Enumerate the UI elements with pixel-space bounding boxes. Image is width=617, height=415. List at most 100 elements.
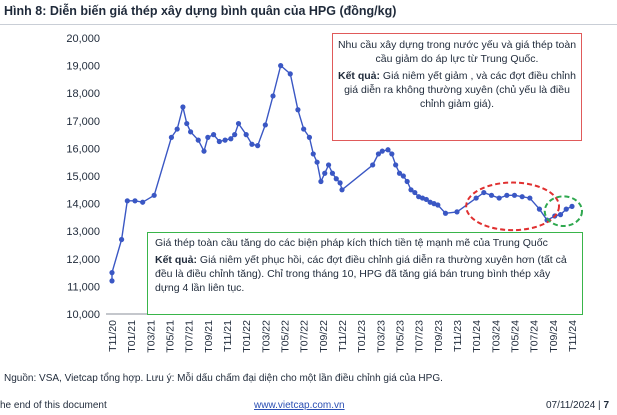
data-point — [536, 206, 543, 212]
red-highlight-ellipse — [465, 181, 560, 232]
annotation-green-result-label: Kết quả: — [155, 254, 197, 266]
chart-title: Hình 8: Diễn biến giá thép xây dựng bình… — [4, 4, 397, 18]
data-point — [496, 195, 502, 201]
data-point — [370, 162, 376, 168]
data-point — [322, 170, 328, 176]
data-point — [306, 134, 313, 140]
annotation-red-result-text: Giá niêm yết giảm , và các đợt điều chỉn… — [344, 70, 576, 110]
data-point — [569, 203, 575, 209]
x-tick-label: T09/21 — [203, 320, 215, 353]
annotation-green-result-text: Giá niêm yết phục hồi, các đợt điều chỉn… — [155, 254, 567, 294]
y-tick-label: 18,000 — [66, 88, 100, 100]
data-point — [174, 126, 180, 132]
data-point — [396, 170, 403, 176]
data-point — [262, 122, 268, 128]
data-point — [205, 134, 211, 140]
data-point — [232, 132, 238, 138]
x-tick-label: T11/24 — [567, 320, 579, 352]
data-point — [333, 176, 339, 182]
x-tick-label: T07/23 — [414, 320, 426, 353]
data-point — [393, 162, 399, 168]
data-point — [557, 212, 564, 218]
data-point — [385, 147, 391, 153]
data-point — [187, 129, 194, 135]
y-tick-label: 12,000 — [66, 254, 100, 266]
data-point — [481, 189, 487, 196]
x-tick-label: T07/24 — [529, 320, 541, 353]
data-point — [511, 192, 518, 198]
data-point — [375, 151, 382, 157]
data-point — [124, 198, 130, 204]
footer-website-link[interactable]: www.vietcap.com.vn — [254, 400, 345, 411]
data-point — [473, 195, 479, 201]
data-point — [519, 194, 525, 200]
data-point — [301, 126, 307, 132]
data-point — [504, 192, 510, 198]
y-tick-label: 14,000 — [66, 199, 100, 211]
annotation-box-green: Giá thép toàn cầu tăng do các biện pháp … — [147, 232, 583, 315]
annotation-green-result: Kết quả: Giá niêm yết phục hồi, các đợt … — [155, 253, 575, 295]
data-point — [195, 137, 201, 143]
data-point — [228, 136, 234, 142]
x-tick-label: T11/20 — [107, 320, 119, 352]
data-point — [412, 189, 418, 196]
x-tick-label: T07/22 — [299, 320, 311, 353]
data-point — [168, 134, 175, 140]
data-point — [527, 195, 533, 201]
data-point — [442, 210, 449, 216]
data-point — [339, 187, 345, 193]
annotation-red-result: Kết quả: Giá niêm yết giảm , và các đợt … — [337, 69, 577, 111]
data-point — [249, 141, 255, 147]
data-point — [435, 202, 441, 208]
data-point — [379, 148, 385, 154]
data-point — [118, 236, 125, 243]
x-tick-label: T03/21 — [145, 320, 157, 353]
title-divider — [0, 24, 617, 25]
data-point — [235, 120, 242, 127]
x-tick-label: T09/22 — [318, 320, 330, 353]
x-tick-label: T05/22 — [280, 320, 292, 353]
data-point — [337, 180, 343, 186]
footer-date: 07/11/2024 | — [545, 400, 604, 411]
x-tick-label: T01/22 — [241, 320, 253, 353]
x-tick-label: T09/23 — [433, 320, 445, 353]
data-point — [278, 63, 284, 69]
data-point — [404, 178, 410, 185]
footer-left-text: he end of this document — [0, 400, 107, 411]
annotation-green-cause: Giá thép toàn cầu tăng do các biện pháp … — [155, 237, 548, 249]
data-point — [132, 198, 138, 204]
x-tick-label: T03/22 — [260, 320, 272, 353]
data-point — [109, 278, 115, 284]
data-point — [222, 137, 228, 143]
y-tick-label: 16,000 — [66, 143, 100, 155]
green-highlight-ellipse — [543, 195, 583, 228]
y-tick-label: 11,000 — [67, 281, 100, 293]
data-point — [180, 104, 186, 110]
y-tick-label: 17,000 — [66, 116, 100, 128]
y-tick-label: 15,000 — [66, 171, 100, 183]
annotation-red-result-label: Kết quả: — [338, 70, 380, 82]
footer-date-page: 07/11/2024 | 7 — [546, 400, 609, 411]
data-point — [210, 132, 217, 138]
data-point — [287, 71, 293, 77]
data-point — [310, 151, 316, 157]
x-tick-label: T05/24 — [510, 320, 522, 353]
annotation-box-red: Nhu cầu xây dựng trong nước yếu và giá t… — [332, 33, 582, 141]
data-point — [408, 187, 414, 193]
data-point — [255, 143, 261, 149]
data-point — [400, 173, 406, 179]
annotation-red-cause: Nhu cầu xây dựng trong nước yếu và giá t… — [337, 39, 577, 65]
data-point — [318, 178, 324, 185]
data-point — [314, 159, 320, 165]
data-point — [563, 206, 569, 212]
x-tick-label: T03/24 — [490, 320, 502, 353]
x-tick-label: T05/21 — [165, 320, 177, 353]
y-tick-label: 19,000 — [66, 61, 100, 73]
source-note: Nguồn: VSA, Vietcap tổng hợp. Lưu ý: Mỗi… — [4, 373, 443, 384]
x-tick-label: T11/21 — [222, 320, 234, 352]
data-point — [243, 132, 249, 138]
page-number: 7 — [603, 400, 609, 411]
x-tick-label: T01/23 — [356, 320, 368, 353]
data-point — [389, 151, 395, 157]
x-tick-label: T03/23 — [375, 320, 387, 353]
